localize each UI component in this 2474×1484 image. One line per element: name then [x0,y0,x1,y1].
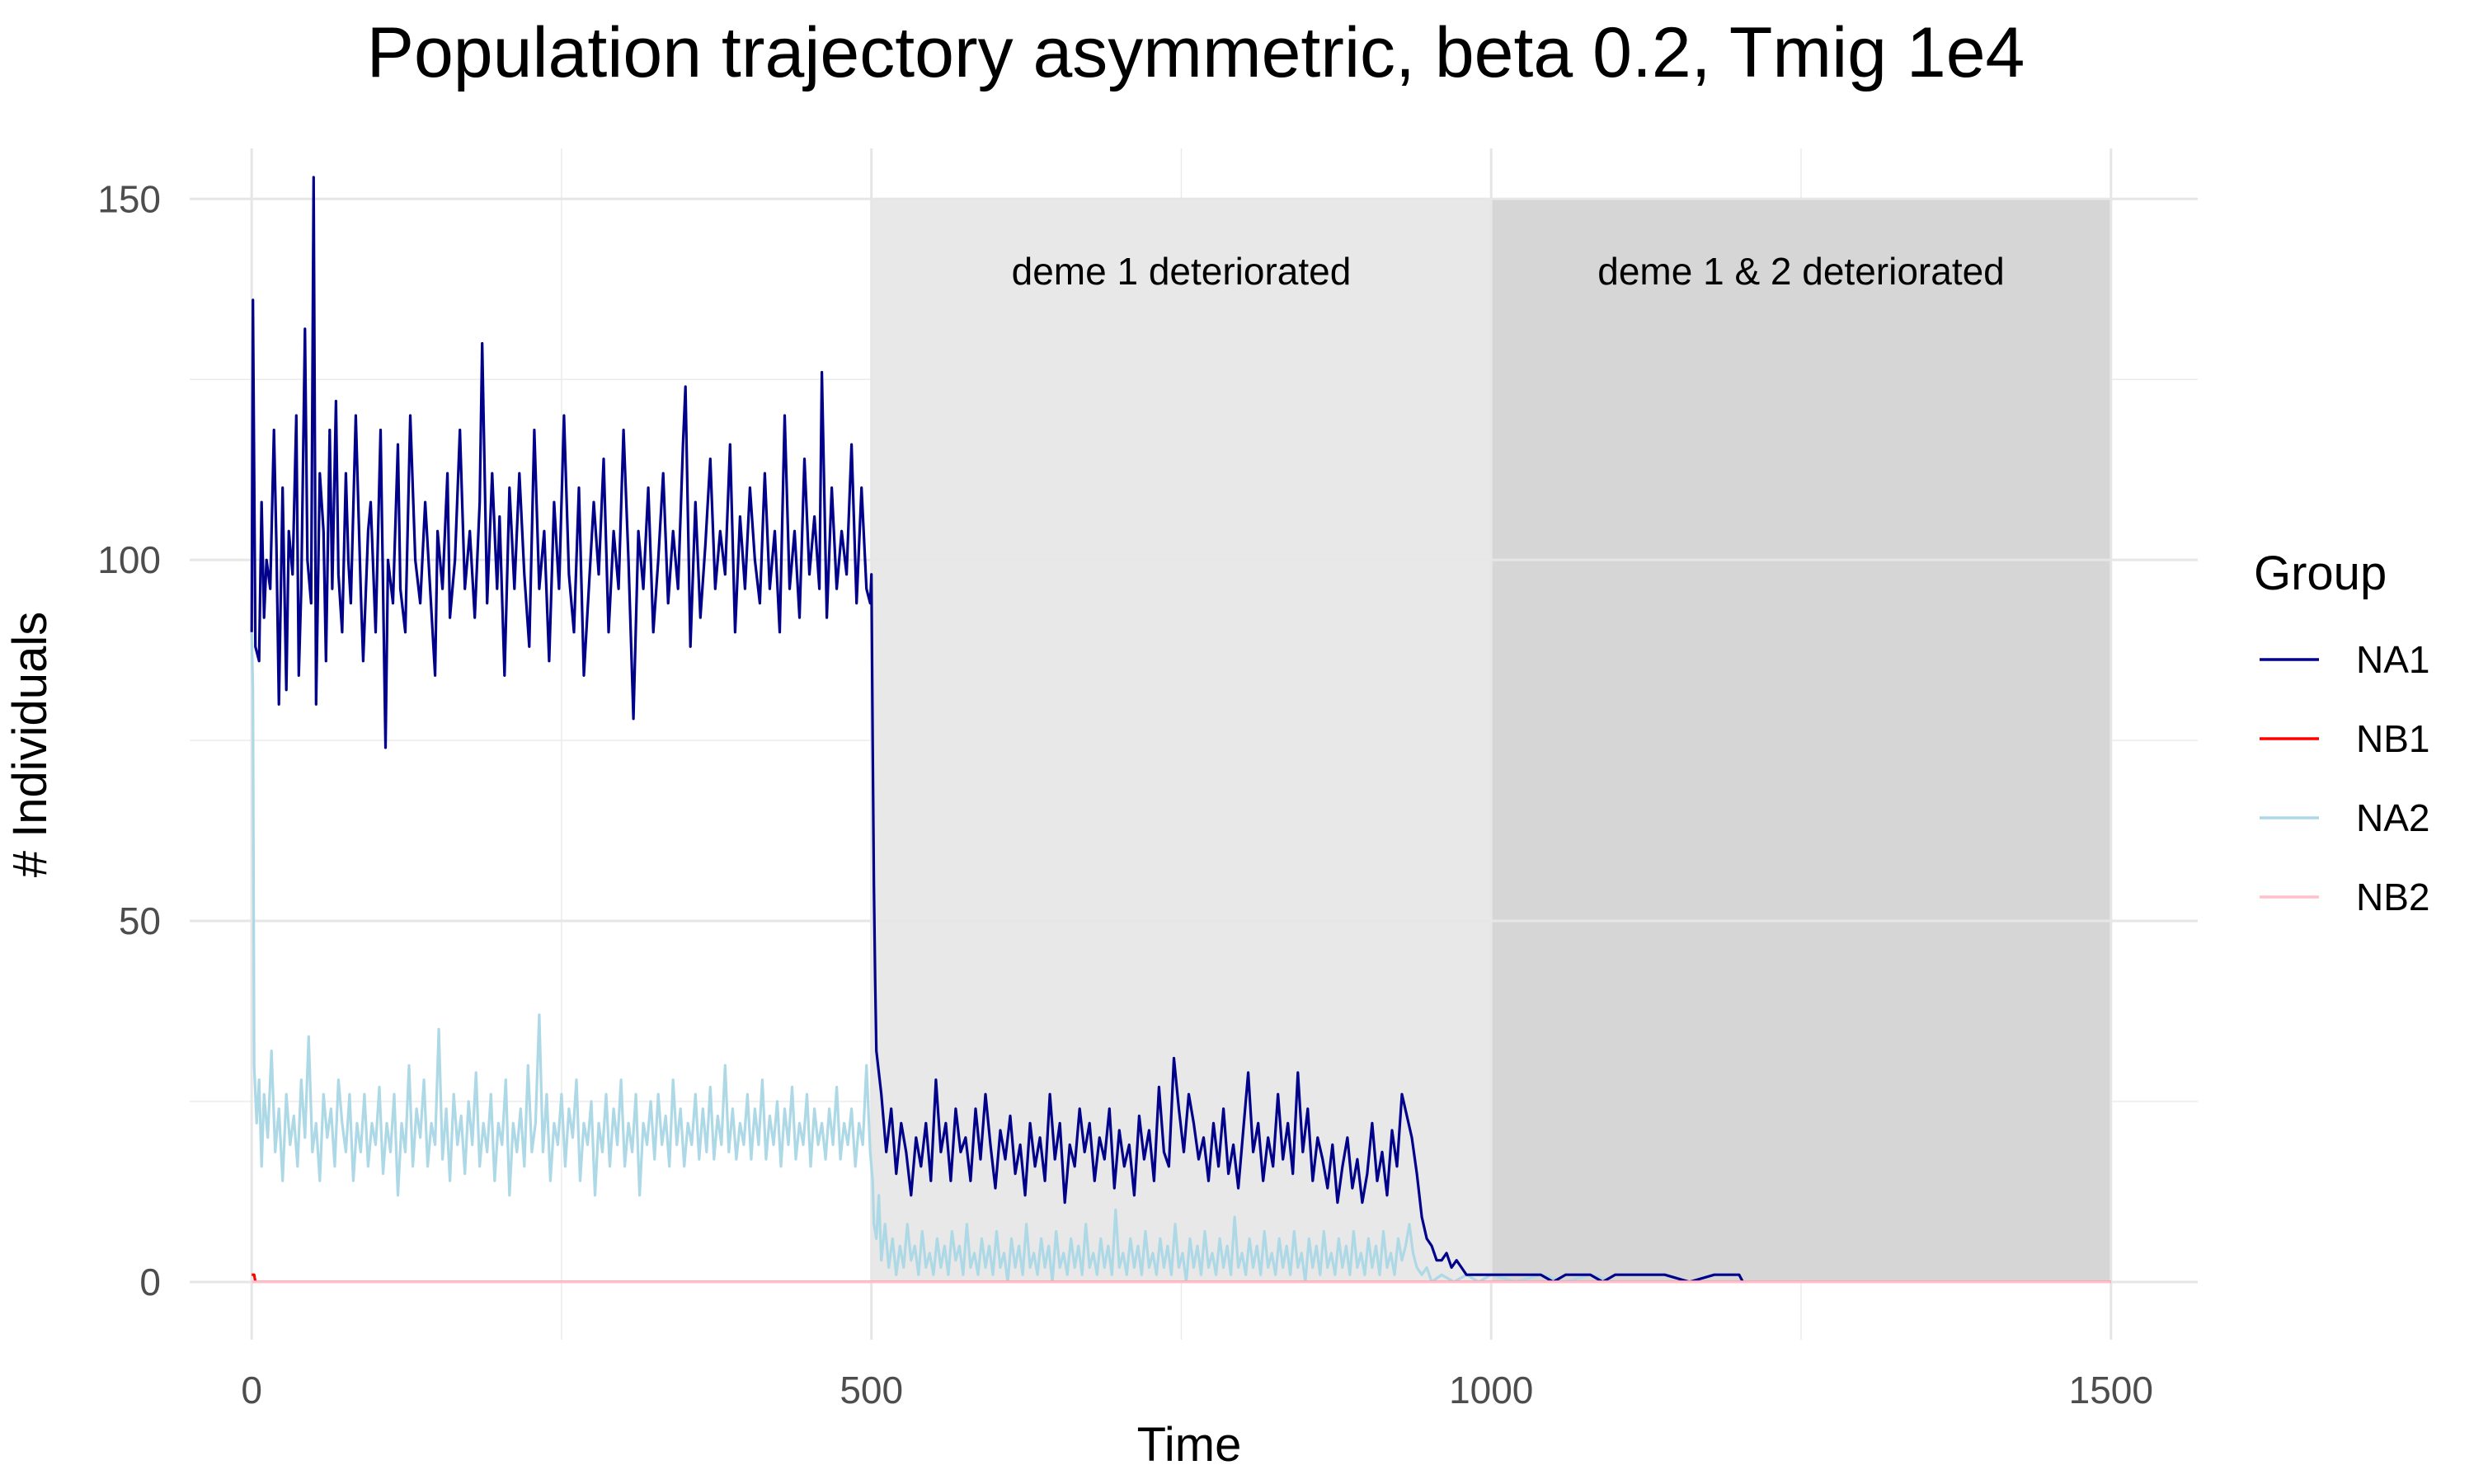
series-line-na2 [250,632,1739,1284]
x-tick-label: 1500 [2069,1369,2153,1411]
legend: Group NA1 NB1 NA2 NB2 [2254,547,2429,918]
shaded-region [1491,199,2111,1282]
series-line-na1 [250,176,1744,1284]
legend-title: Group [2254,547,2387,600]
shaded-region [871,199,1492,1282]
legend-label-na2: NA2 [2356,796,2429,839]
y-tick-label: 100 [97,538,161,581]
region-label: deme 1 deteriorated [1012,250,1352,293]
y-axis-title: # Individuals [3,612,57,877]
region-label: deme 1 & 2 deteriorated [1597,250,2005,293]
x-tick-label: 1000 [1449,1369,1533,1411]
x-axis-title: Time [1137,1418,1242,1472]
series-lines [250,176,2111,1284]
legend-items: NA1 NB1 NA2 NB2 [2260,638,2429,918]
legend-label-na1: NA1 [2356,638,2429,681]
y-axis-tick-labels: 0 50 100 150 [97,177,161,1303]
chart-title: Population trajectory asymmetric, beta 0… [367,13,2025,92]
y-tick-label: 0 [139,1261,161,1303]
shaded-regions [871,199,2111,1282]
region-labels: deme 1 deteriorated deme 1 & 2 deteriorat… [1012,250,2005,293]
x-tick-label: 500 [840,1369,903,1411]
legend-label-nb1: NB1 [2356,717,2429,760]
y-tick-label: 150 [97,177,161,220]
x-tick-label: 0 [241,1369,262,1411]
y-tick-label: 50 [119,899,161,942]
x-axis-tick-labels: 0 500 1000 1500 [241,1369,2153,1411]
legend-label-nb2: NB2 [2356,876,2429,918]
